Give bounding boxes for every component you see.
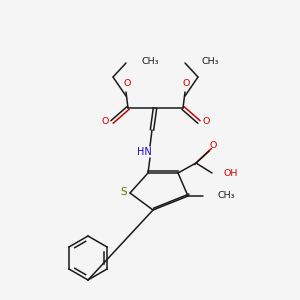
- Text: O: O: [182, 80, 190, 88]
- Text: HN: HN: [136, 147, 152, 157]
- Text: CH₃: CH₃: [218, 190, 236, 200]
- Text: CH₃: CH₃: [201, 58, 218, 67]
- Text: O: O: [101, 118, 109, 127]
- Text: O: O: [202, 118, 210, 127]
- Text: CH₃: CH₃: [142, 58, 160, 67]
- Text: O: O: [209, 140, 217, 149]
- Text: O: O: [123, 80, 131, 88]
- Text: OH: OH: [223, 169, 237, 178]
- Text: S: S: [121, 187, 127, 197]
